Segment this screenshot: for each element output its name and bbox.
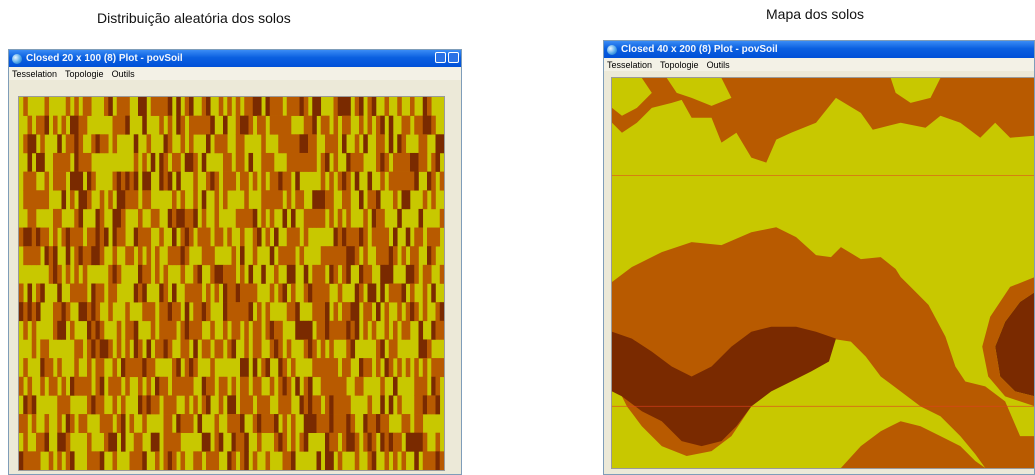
soil-region-right-orange <box>982 277 1034 406</box>
soil-map-regions <box>612 78 1034 468</box>
soil-region-right-brown <box>995 292 1034 397</box>
soil-region-top-yellow <box>612 78 652 116</box>
menu-topologie[interactable]: Topologie <box>65 68 104 79</box>
soil-map[interactable] <box>611 77 1034 469</box>
soil-region-top-yellow-3 <box>890 78 941 103</box>
right-window: Closed 40 x 200 (8) Plot - povSoil Tesse… <box>603 40 1035 475</box>
globe-icon <box>607 44 617 55</box>
right-titlebar[interactable]: Closed 40 x 200 (8) Plot - povSoil <box>604 41 1034 58</box>
menu-topologie[interactable]: Topologie <box>660 59 699 70</box>
random-soil-grid <box>19 97 444 470</box>
caption-left: Distribuição aleatória dos solos <box>97 10 291 26</box>
maximize-icon[interactable] <box>448 52 459 63</box>
soil-region-bottom-orange <box>840 421 986 468</box>
menu-tesselation[interactable]: Tesselation <box>607 59 653 70</box>
right-window-title: Closed 40 x 200 (8) Plot - povSoil <box>621 44 778 55</box>
caption-right: Mapa dos solos <box>766 6 865 22</box>
left-titlebar[interactable]: Closed 20 x 100 (8) Plot - povSoil <box>9 50 461 67</box>
left-window: Closed 20 x 100 (8) Plot - povSoil Tesse… <box>8 49 462 475</box>
menu-outils[interactable]: Outils <box>111 68 135 79</box>
menu-outils[interactable]: Outils <box>706 59 730 70</box>
soil-region-brown <box>612 326 836 447</box>
left-window-title: Closed 20 x 100 (8) Plot - povSoil <box>26 53 183 64</box>
right-menubar: Tesselation Topologie Outils <box>604 58 1034 71</box>
minimize-icon[interactable] <box>435 52 446 63</box>
left-menubar: Tesselation Topologie Outils <box>9 67 461 80</box>
menu-tesselation[interactable]: Tesselation <box>12 68 58 79</box>
random-soil-map[interactable] <box>18 96 445 471</box>
soil-region-top-yellow-2 <box>666 78 732 106</box>
globe-icon <box>12 53 22 64</box>
